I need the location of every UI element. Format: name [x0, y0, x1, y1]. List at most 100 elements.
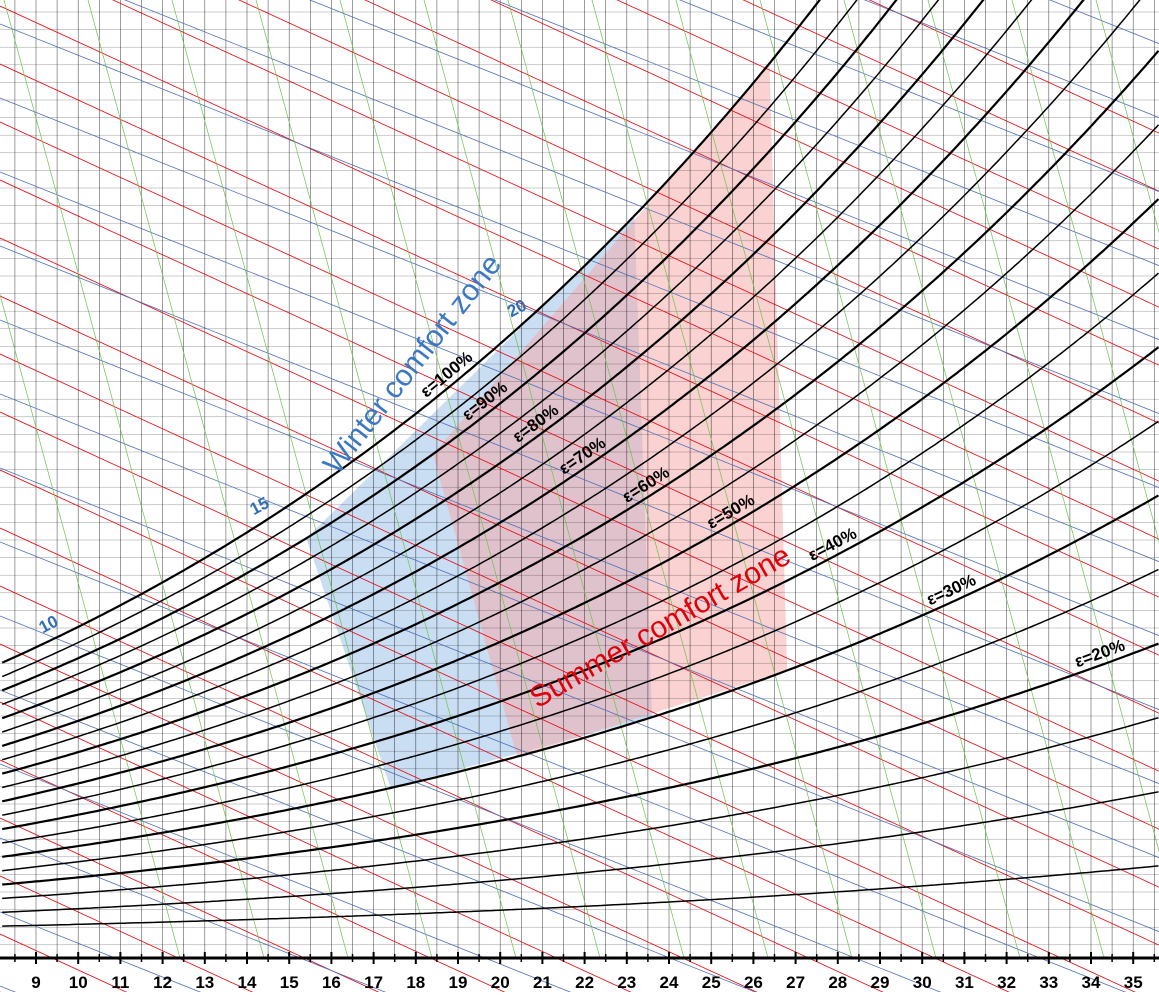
x-tick-label: 24 — [660, 973, 679, 992]
wet-bulb-line — [339, 0, 601, 959]
isotherm-line — [863, 0, 1159, 118]
enthalpy-line — [0, 817, 391, 997]
isotherm-line — [0, 23, 1159, 488]
isotherm-label-20: 20 — [504, 296, 530, 322]
wet-bulb-line — [3, 0, 265, 959]
wet-bulb-line — [255, 0, 517, 959]
enthalpy-line — [0, 701, 643, 997]
x-tick-label: 11 — [111, 973, 129, 992]
x-tick-label: 23 — [617, 973, 636, 992]
isotherm-line — [0, 615, 954, 997]
enthalpy-line — [868, 0, 1159, 134]
rh-curve-minor — [1, 0, 858, 678]
enthalpy-line — [0, 179, 1159, 714]
enthalpy-line — [0, 353, 1159, 888]
x-tick-label: 10 — [69, 973, 88, 992]
wet-bulb-line — [507, 0, 769, 959]
x-tick-label: 27 — [786, 973, 805, 992]
isotherm-line — [0, 911, 214, 997]
rh-curve-60 — [1, 50, 1159, 775]
rh-label-40: ε=40% — [805, 524, 860, 565]
x-tick-label: 31 — [955, 973, 974, 992]
enthalpy-line — [364, 0, 1159, 366]
wet-bulb-line — [591, 0, 853, 959]
enthalpy-line — [0, 643, 769, 997]
rh-curve-40 — [1, 346, 1159, 831]
isotherm-line — [0, 245, 1159, 710]
enthalpy-line — [0, 411, 1159, 946]
enthalpy-line — [112, 0, 1159, 482]
rh-curves — [1, 0, 1159, 927]
x-tick-label: 9 — [31, 973, 40, 992]
isotherm-label-15: 15 — [247, 493, 273, 519]
x-tick-label: 18 — [406, 973, 425, 992]
enthalpy-line — [0, 875, 265, 997]
wet-bulb-line — [1011, 0, 1159, 543]
x-tick-label: 14 — [238, 973, 257, 992]
rh-curve-minor — [2, 420, 1159, 844]
x-tick-label: 12 — [153, 973, 172, 992]
wet-bulb-line — [1095, 0, 1159, 234]
x-tick-label: 26 — [744, 973, 763, 992]
rh-curve-minor — [2, 716, 1159, 900]
enthalpy-line — [0, 5, 1159, 540]
rh-curve-minor — [2, 865, 1159, 927]
isotherm-line — [123, 0, 1159, 414]
wet-bulb-line — [171, 0, 433, 959]
isotherm-line — [0, 837, 399, 997]
enthalpy-line — [0, 469, 1147, 997]
x-tick-label: 22 — [575, 973, 594, 992]
rh-curve-minor — [1, 0, 1033, 733]
wet-bulb-line — [843, 0, 1105, 959]
x-tick-label: 29 — [871, 973, 890, 992]
wet-bulb-line — [927, 0, 1159, 853]
enthalpy-line — [616, 0, 1159, 250]
isotherm-line — [0, 97, 1159, 562]
x-tick-label: 20 — [491, 973, 510, 992]
enthalpy-line — [0, 121, 1159, 656]
enthalpy-line — [742, 0, 1159, 192]
enthalpy-line — [0, 527, 1021, 997]
x-tick-label: 32 — [997, 973, 1016, 992]
x-tick-label: 34 — [1082, 973, 1101, 992]
x-tick-label: 30 — [913, 973, 932, 992]
enthalpy-line — [0, 759, 517, 997]
isotherm-line — [678, 0, 1159, 192]
x-tick-label: 13 — [195, 973, 214, 992]
isotherm-label-10: 10 — [36, 612, 62, 638]
isotherm-line — [0, 393, 1159, 858]
rh-curve-minor — [2, 124, 1159, 789]
isotherm-line — [308, 0, 1159, 340]
rh-curve-minor — [2, 791, 1159, 914]
enthalpy-line — [0, 63, 1159, 598]
isotherm-line — [0, 319, 1159, 784]
x-tick-label: 16 — [322, 973, 341, 992]
x-tick-label: 15 — [280, 973, 299, 992]
rh-curve-minor — [2, 568, 1159, 872]
x-tick-label: 35 — [1124, 973, 1143, 992]
rh-curve-50 — [1, 198, 1159, 803]
x-tick-label: 25 — [702, 973, 721, 992]
rh-curve-minor — [2, 272, 1159, 816]
rh-curve-minor — [1, 0, 940, 706]
x-tick-label: 17 — [364, 973, 383, 992]
enthalpy-line — [0, 585, 895, 997]
isotherm-line — [0, 541, 1139, 997]
isotherm-line — [0, 689, 769, 997]
rh-curve-20 — [2, 642, 1159, 886]
rh-curve-30 — [2, 494, 1159, 858]
isotherm-line — [0, 467, 1159, 932]
rh-curve-100 — [1, 0, 821, 664]
enthalpy-line — [0, 295, 1159, 830]
wet-bulb-line — [759, 0, 1021, 959]
grid — [0, 0, 1159, 958]
enthalpy-line — [238, 0, 1159, 424]
x-tick-label: 21 — [533, 973, 552, 992]
rh-curve-70 — [1, 0, 1085, 747]
isotherm-line — [493, 0, 1159, 266]
wet-bulb-line — [423, 0, 685, 959]
x-tick-label: 28 — [828, 973, 847, 992]
